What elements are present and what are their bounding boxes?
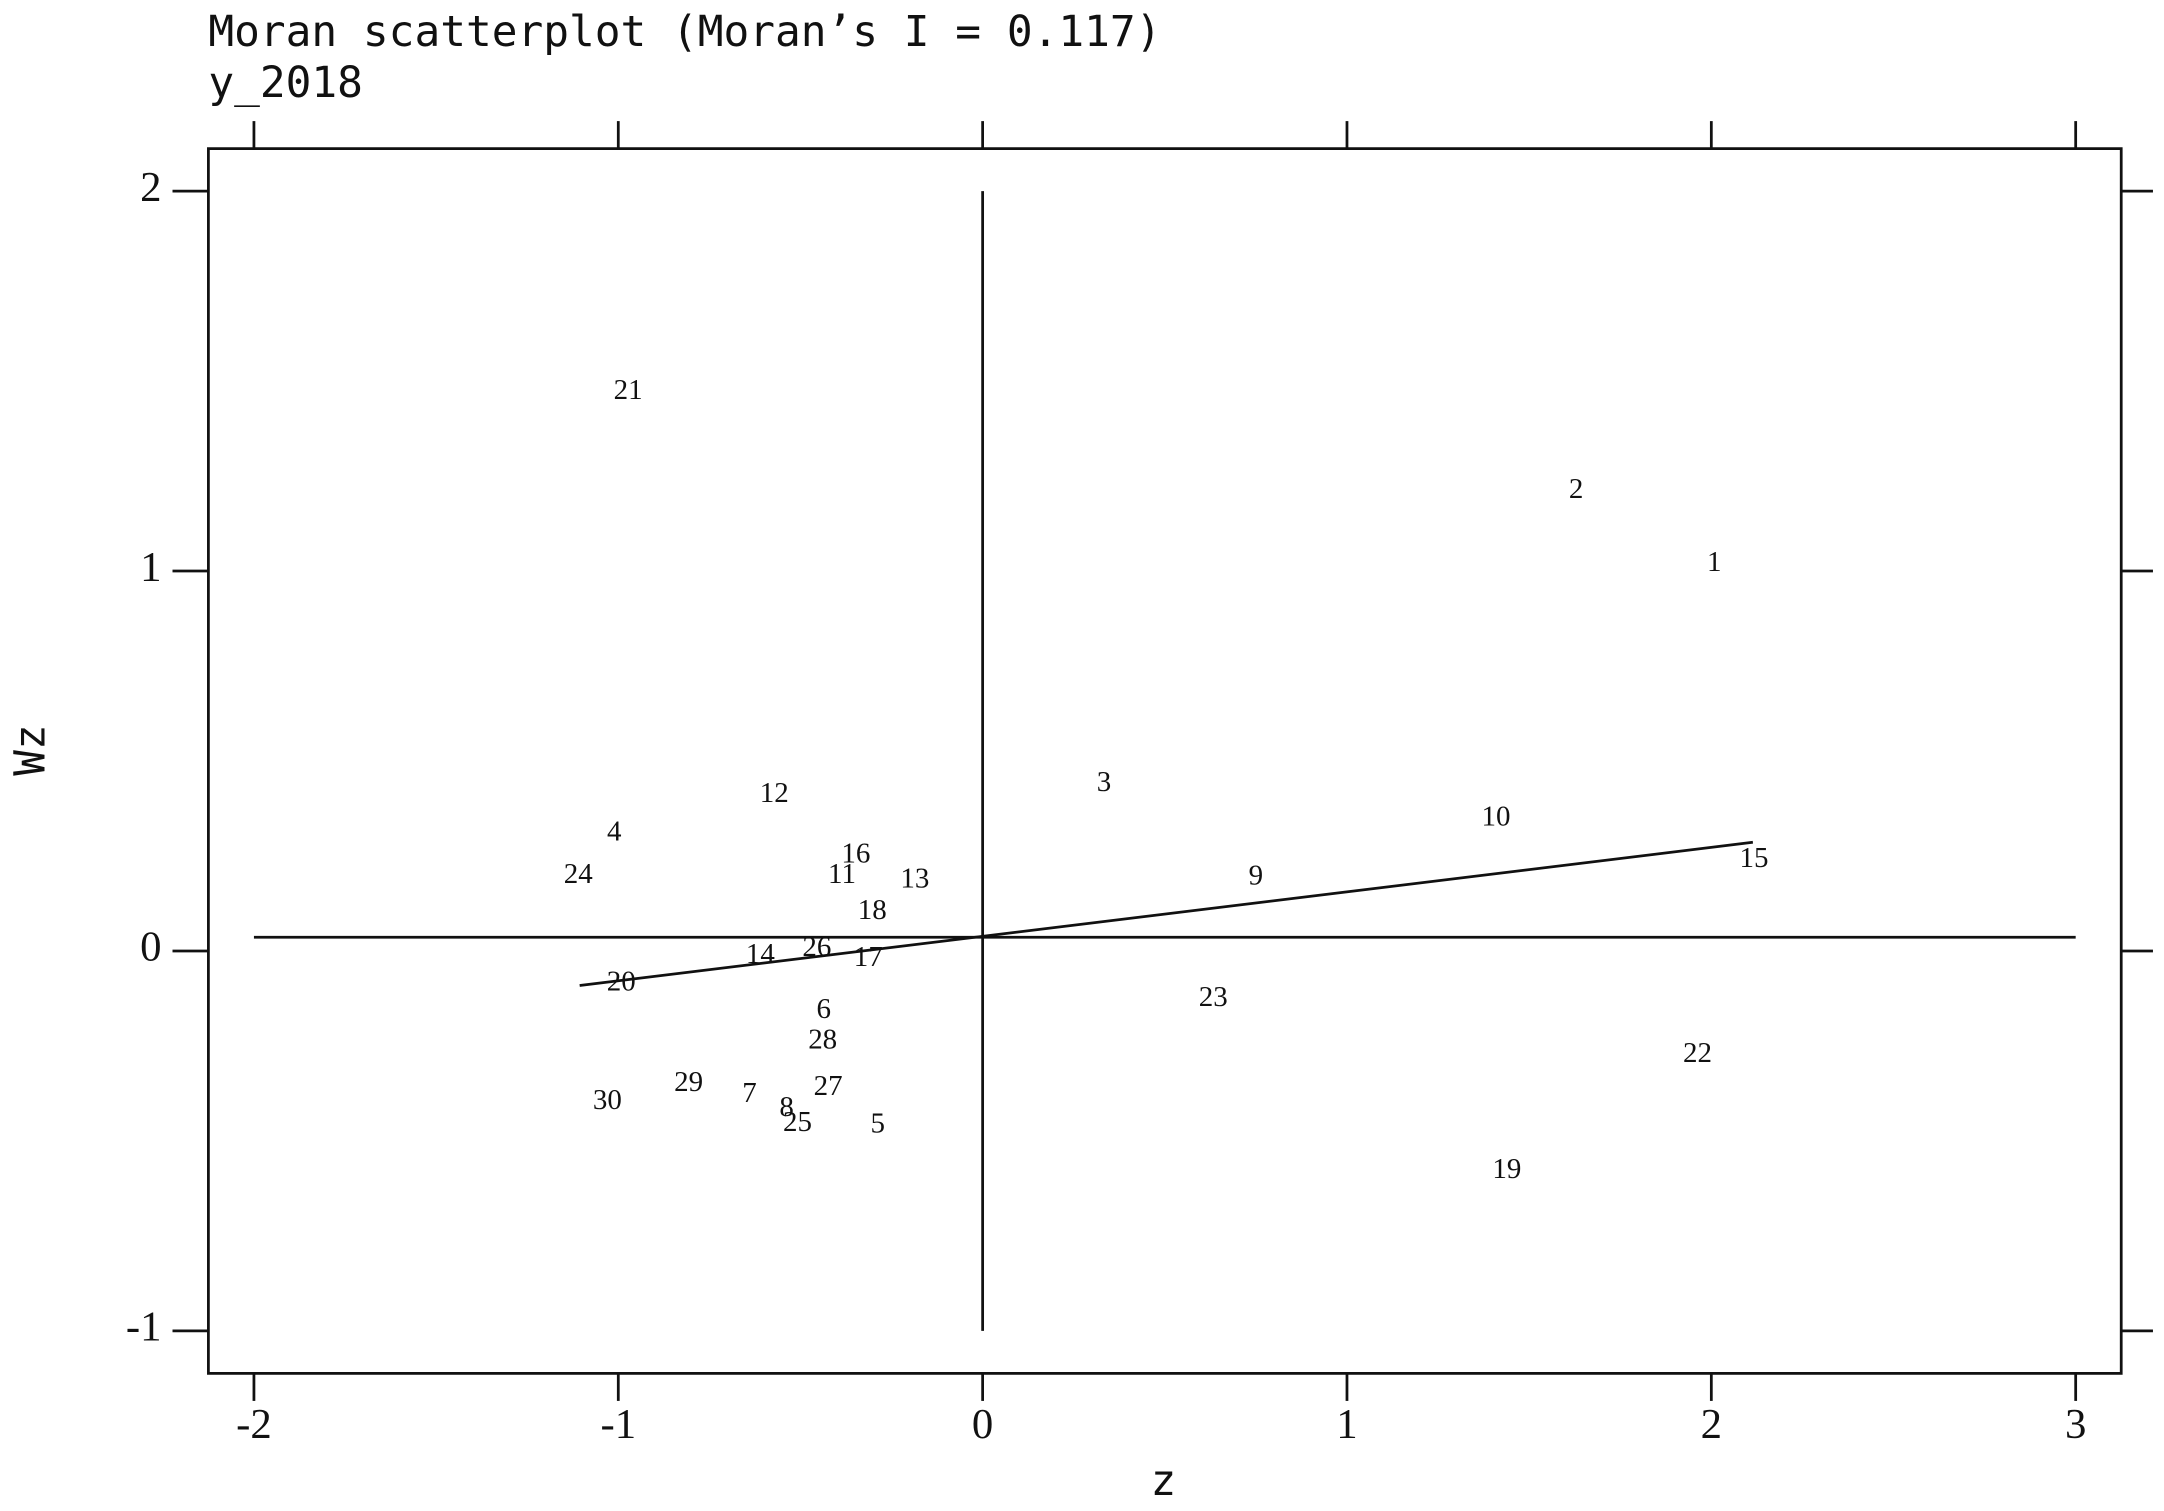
point-label: 21 — [614, 374, 643, 406]
point-label: 5 — [870, 1107, 884, 1139]
x-tick-label: 2 — [1701, 1401, 1722, 1448]
chart-subtitle: y_2018 — [208, 58, 363, 108]
x-tick-label: -1 — [600, 1401, 636, 1448]
point-label: 10 — [1482, 800, 1511, 832]
point-label: 6 — [817, 993, 831, 1025]
point-label: 25 — [783, 1106, 812, 1138]
point-label: 19 — [1492, 1153, 1521, 1185]
point-label: 15 — [1739, 842, 1768, 874]
plot-frame — [207, 147, 2123, 1375]
point-label: 2 — [1569, 473, 1583, 505]
point-label: 18 — [858, 894, 887, 926]
point-label: 20 — [607, 966, 636, 998]
point-label: 3 — [1097, 766, 1111, 798]
x-tick-label: 1 — [1336, 1401, 1357, 1448]
point-label: 14 — [746, 938, 776, 970]
point-label: 29 — [674, 1066, 703, 1098]
point-label: 23 — [1199, 981, 1228, 1013]
point-label: 1 — [1707, 546, 1721, 578]
y-tick-label: 1 — [140, 544, 161, 591]
x-tick-label: -2 — [236, 1401, 272, 1448]
chart-title: Moran scatterplot (Moran’s I = 0.117) — [208, 7, 1161, 57]
regression-line — [579, 840, 1754, 987]
y-tick-label: 2 — [140, 164, 161, 211]
point-label: 12 — [760, 777, 789, 809]
point-label: 27 — [814, 1070, 843, 1102]
y-tick-label: 0 — [140, 924, 161, 971]
point-label: 22 — [1683, 1037, 1712, 1069]
x-tick-label: 3 — [2065, 1401, 2086, 1448]
point-label: 7 — [742, 1077, 756, 1109]
point-label: 24 — [564, 858, 594, 890]
point-label: 26 — [802, 931, 831, 963]
point-label: 8 — [779, 1091, 793, 1123]
x-axis-label: z — [1151, 1456, 1177, 1506]
point-label: 17 — [854, 941, 883, 973]
point-label: 28 — [808, 1023, 837, 1055]
point-label: 9 — [1249, 860, 1263, 892]
point-label: 16 — [841, 838, 870, 870]
point-label: 13 — [900, 862, 929, 894]
y-axis-label: Wz — [6, 724, 56, 775]
point-label: 11 — [828, 858, 856, 890]
point-label: 4 — [607, 816, 622, 848]
x-tick-label: 0 — [972, 1401, 993, 1448]
y-tick-label: -1 — [126, 1304, 162, 1351]
point-label: 30 — [593, 1084, 622, 1116]
